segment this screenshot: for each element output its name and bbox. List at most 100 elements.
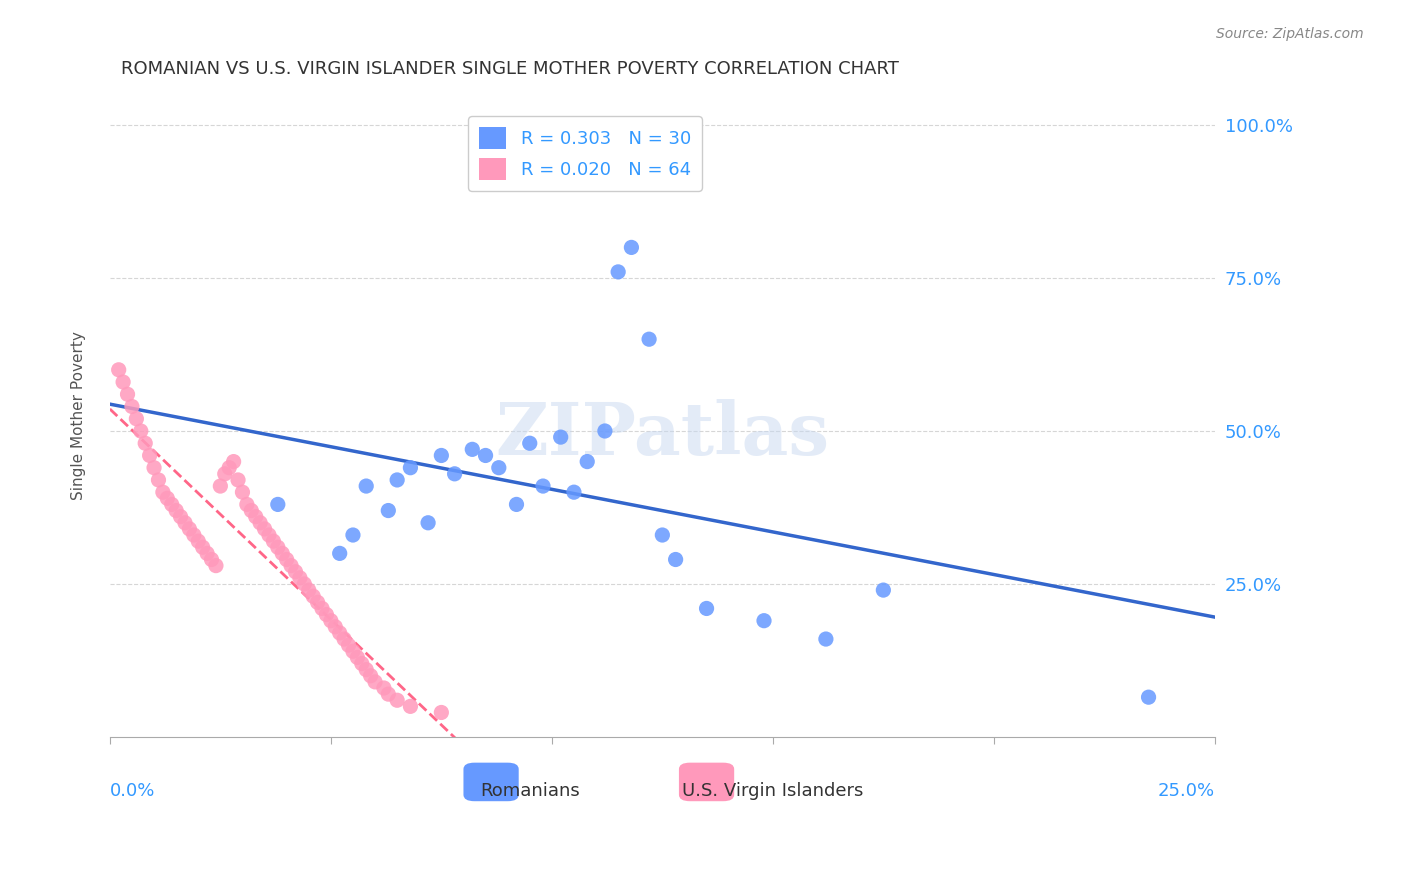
Point bbox=[505, 497, 527, 511]
Point bbox=[165, 503, 187, 517]
Point bbox=[354, 663, 377, 677]
Point bbox=[350, 657, 373, 671]
Point bbox=[360, 669, 382, 683]
Point bbox=[205, 558, 228, 573]
Legend: R = 0.303   N = 30, R = 0.020   N = 64: R = 0.303 N = 30, R = 0.020 N = 64 bbox=[468, 116, 702, 191]
Point bbox=[117, 387, 139, 401]
Point bbox=[638, 332, 661, 346]
Text: Source: ZipAtlas.com: Source: ZipAtlas.com bbox=[1216, 27, 1364, 41]
Text: ZIPatlas: ZIPatlas bbox=[495, 400, 830, 470]
Text: 0.0%: 0.0% bbox=[110, 782, 155, 800]
Point bbox=[271, 546, 294, 560]
Point bbox=[280, 558, 302, 573]
Point bbox=[138, 449, 160, 463]
Point bbox=[245, 509, 267, 524]
Point bbox=[195, 546, 218, 560]
Text: ROMANIAN VS U.S. VIRGIN ISLANDER SINGLE MOTHER POVERTY CORRELATION CHART: ROMANIAN VS U.S. VIRGIN ISLANDER SINGLE … bbox=[121, 60, 898, 78]
Text: Romanians: Romanians bbox=[479, 782, 579, 800]
Point bbox=[377, 687, 399, 701]
Point bbox=[399, 699, 422, 714]
Point bbox=[373, 681, 395, 695]
Point bbox=[323, 620, 346, 634]
Point bbox=[1137, 690, 1160, 705]
Point bbox=[354, 479, 377, 493]
Point bbox=[257, 528, 280, 542]
Point bbox=[620, 240, 643, 254]
Point bbox=[288, 571, 311, 585]
Point bbox=[218, 460, 240, 475]
Point bbox=[416, 516, 439, 530]
Point bbox=[231, 485, 253, 500]
Point bbox=[240, 503, 263, 517]
Point bbox=[267, 497, 290, 511]
Point bbox=[461, 442, 484, 457]
Point bbox=[872, 583, 894, 598]
Point bbox=[377, 503, 399, 517]
Point bbox=[311, 601, 333, 615]
Point bbox=[488, 460, 510, 475]
Point bbox=[179, 522, 201, 536]
Point bbox=[267, 541, 290, 555]
Point bbox=[112, 375, 135, 389]
Point bbox=[187, 534, 209, 549]
Point bbox=[143, 460, 166, 475]
Point bbox=[284, 565, 307, 579]
Point bbox=[696, 601, 718, 615]
Point bbox=[214, 467, 236, 481]
Point bbox=[253, 522, 276, 536]
Y-axis label: Single Mother Poverty: Single Mother Poverty bbox=[72, 331, 86, 500]
Point bbox=[169, 509, 191, 524]
Point bbox=[249, 516, 271, 530]
Point bbox=[562, 485, 585, 500]
Point bbox=[298, 583, 321, 598]
Point bbox=[329, 546, 352, 560]
Point bbox=[276, 552, 298, 566]
Point bbox=[160, 497, 183, 511]
Text: U.S. Virgin Islanders: U.S. Virgin Islanders bbox=[682, 782, 863, 800]
Point bbox=[550, 430, 572, 444]
FancyBboxPatch shape bbox=[679, 763, 734, 801]
Point bbox=[651, 528, 673, 542]
Point bbox=[364, 674, 387, 689]
Point bbox=[337, 638, 360, 652]
Point bbox=[262, 534, 284, 549]
Point bbox=[129, 424, 152, 438]
Point bbox=[474, 449, 496, 463]
Point bbox=[200, 552, 222, 566]
Point bbox=[152, 485, 174, 500]
Point bbox=[292, 577, 315, 591]
Point bbox=[333, 632, 356, 646]
Point bbox=[814, 632, 837, 646]
Point bbox=[607, 265, 630, 279]
Point bbox=[430, 706, 453, 720]
Point bbox=[121, 400, 143, 414]
FancyBboxPatch shape bbox=[464, 763, 519, 801]
Point bbox=[156, 491, 179, 506]
Point bbox=[519, 436, 541, 450]
Point bbox=[107, 363, 129, 377]
Point bbox=[385, 693, 408, 707]
Point bbox=[443, 467, 465, 481]
Point bbox=[183, 528, 205, 542]
Point bbox=[315, 607, 337, 622]
Point bbox=[576, 454, 599, 468]
Point bbox=[307, 595, 329, 609]
Point bbox=[236, 497, 259, 511]
Point bbox=[346, 650, 368, 665]
Point bbox=[319, 614, 342, 628]
Point bbox=[125, 411, 148, 425]
Text: 25.0%: 25.0% bbox=[1157, 782, 1215, 800]
Point bbox=[148, 473, 170, 487]
Point bbox=[191, 541, 214, 555]
Point bbox=[134, 436, 156, 450]
Point bbox=[531, 479, 554, 493]
Point bbox=[399, 460, 422, 475]
Point bbox=[593, 424, 616, 438]
Point bbox=[342, 528, 364, 542]
Point bbox=[222, 454, 245, 468]
Point bbox=[174, 516, 197, 530]
Point bbox=[302, 589, 325, 603]
Point bbox=[385, 473, 408, 487]
Point bbox=[209, 479, 232, 493]
Point bbox=[665, 552, 688, 566]
